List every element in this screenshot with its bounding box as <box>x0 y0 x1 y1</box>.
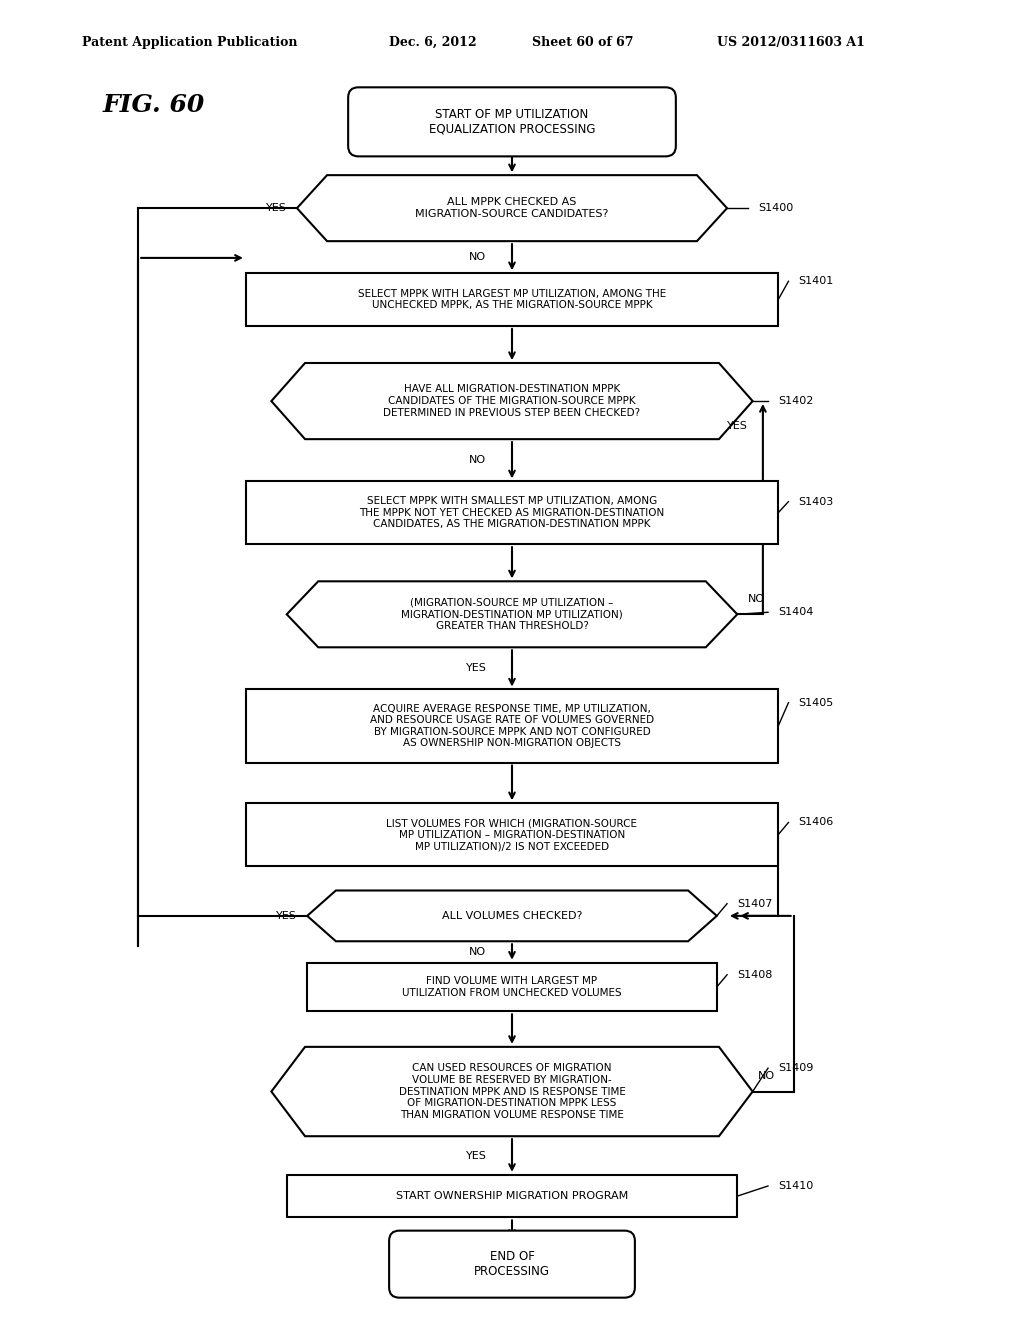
Polygon shape <box>307 891 717 941</box>
Polygon shape <box>297 176 727 242</box>
Text: YES: YES <box>266 203 287 213</box>
Bar <box>246 482 778 544</box>
Text: NO: NO <box>748 594 765 605</box>
Text: FIG. 60: FIG. 60 <box>102 94 205 117</box>
Text: Patent Application Publication: Patent Application Publication <box>82 36 297 49</box>
Text: S1400: S1400 <box>758 203 793 213</box>
FancyBboxPatch shape <box>389 1230 635 1298</box>
Text: S1406: S1406 <box>799 817 834 828</box>
Text: S1410: S1410 <box>778 1181 813 1191</box>
Text: (MIGRATION-SOURCE MP UTILIZATION –
MIGRATION-DESTINATION MP UTILIZATION)
GREATER: (MIGRATION-SOURCE MP UTILIZATION – MIGRA… <box>401 598 623 631</box>
Text: FIND VOLUME WITH LARGEST MP
UTILIZATION FROM UNCHECKED VOLUMES: FIND VOLUME WITH LARGEST MP UTILIZATION … <box>402 977 622 998</box>
Text: NO: NO <box>469 455 486 465</box>
Text: ALL MPPK CHECKED AS
MIGRATION-SOURCE CANDIDATES?: ALL MPPK CHECKED AS MIGRATION-SOURCE CAN… <box>416 198 608 219</box>
Bar <box>246 803 778 866</box>
Text: S1404: S1404 <box>778 607 814 618</box>
Text: HAVE ALL MIGRATION-DESTINATION MPPK
CANDIDATES OF THE MIGRATION-SOURCE MPPK
DETE: HAVE ALL MIGRATION-DESTINATION MPPK CAND… <box>383 384 641 417</box>
Text: S1402: S1402 <box>778 396 814 407</box>
Text: Sheet 60 of 67: Sheet 60 of 67 <box>532 36 634 49</box>
Text: YES: YES <box>466 664 486 673</box>
FancyBboxPatch shape <box>348 87 676 156</box>
Text: START OWNERSHIP MIGRATION PROGRAM: START OWNERSHIP MIGRATION PROGRAM <box>396 1191 628 1201</box>
Text: SELECT MPPK WITH SMALLEST MP UTILIZATION, AMONG
THE MPPK NOT YET CHECKED AS MIGR: SELECT MPPK WITH SMALLEST MP UTILIZATION… <box>359 496 665 529</box>
Text: END OF
PROCESSING: END OF PROCESSING <box>474 1250 550 1278</box>
Text: S1401: S1401 <box>799 276 834 286</box>
Text: ALL VOLUMES CHECKED?: ALL VOLUMES CHECKED? <box>441 911 583 921</box>
Text: YES: YES <box>276 911 297 921</box>
Polygon shape <box>287 581 737 647</box>
Bar <box>246 689 778 763</box>
Text: NO: NO <box>469 946 486 957</box>
Text: Dec. 6, 2012: Dec. 6, 2012 <box>389 36 477 49</box>
Text: ACQUIRE AVERAGE RESPONSE TIME, MP UTILIZATION,
AND RESOURCE USAGE RATE OF VOLUME: ACQUIRE AVERAGE RESPONSE TIME, MP UTILIZ… <box>370 704 654 748</box>
Polygon shape <box>271 1047 753 1137</box>
Text: LIST VOLUMES FOR WHICH (MIGRATION-SOURCE
MP UTILIZATION – MIGRATION-DESTINATION
: LIST VOLUMES FOR WHICH (MIGRATION-SOURCE… <box>386 818 638 851</box>
Text: S1409: S1409 <box>778 1063 814 1073</box>
Bar <box>307 962 717 1011</box>
Text: YES: YES <box>466 1151 486 1160</box>
Bar <box>287 1175 737 1217</box>
Text: S1405: S1405 <box>799 698 834 708</box>
Text: YES: YES <box>727 421 748 432</box>
Text: S1407: S1407 <box>737 899 773 908</box>
Text: SELECT MPPK WITH LARGEST MP UTILIZATION, AMONG THE
UNCHECKED MPPK, AS THE MIGRAT: SELECT MPPK WITH LARGEST MP UTILIZATION,… <box>357 289 667 310</box>
Text: S1403: S1403 <box>799 496 834 507</box>
Text: NO: NO <box>758 1072 775 1081</box>
Text: US 2012/0311603 A1: US 2012/0311603 A1 <box>717 36 864 49</box>
Text: NO: NO <box>469 252 486 263</box>
Text: CAN USED RESOURCES OF MIGRATION
VOLUME BE RESERVED BY MIGRATION-
DESTINATION MPP: CAN USED RESOURCES OF MIGRATION VOLUME B… <box>398 1064 626 1119</box>
Polygon shape <box>271 363 753 440</box>
Text: START OF MP UTILIZATION
EQUALIZATION PROCESSING: START OF MP UTILIZATION EQUALIZATION PRO… <box>429 108 595 136</box>
Bar <box>246 273 778 326</box>
Text: S1408: S1408 <box>737 970 773 979</box>
